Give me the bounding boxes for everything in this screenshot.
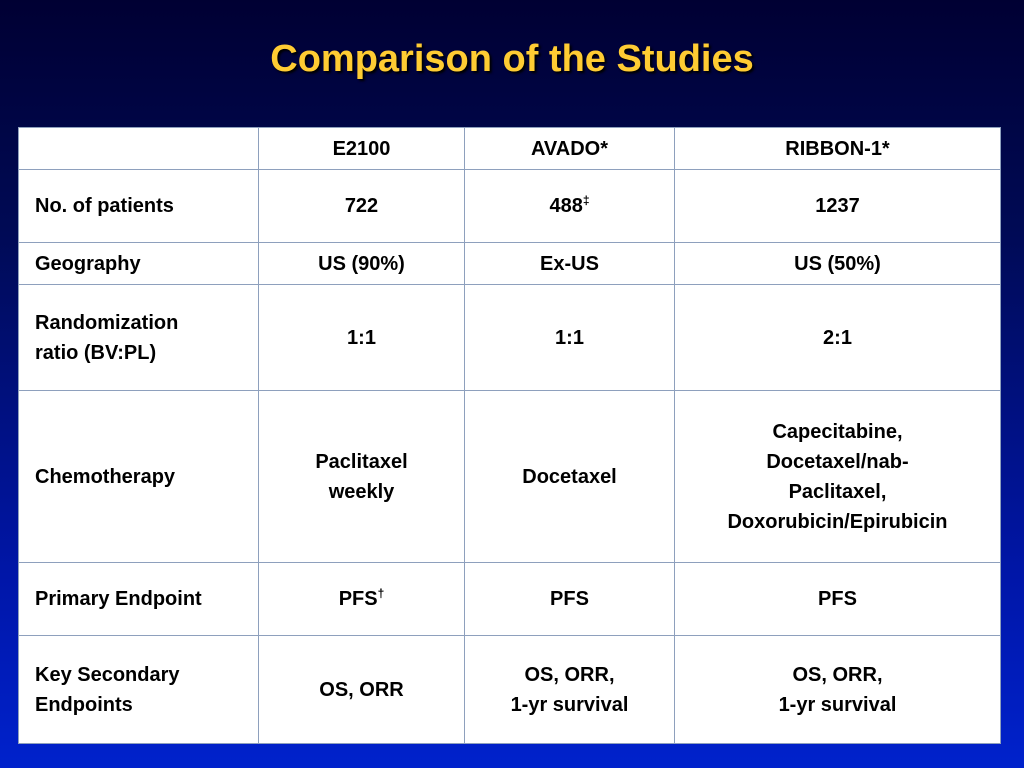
- table-cell: 2:1: [674, 284, 1001, 391]
- table-cell: PFS: [674, 562, 1001, 636]
- header-row: E2100 AVADO* RIBBON-1*: [18, 127, 1001, 170]
- table-row-randomization: Randomization ratio (BV:PL) 1:1 1:1 2:1: [18, 284, 1001, 391]
- row-label-geography: Geography: [18, 242, 259, 285]
- comparison-table: E2100 AVADO* RIBBON-1* No. of patients 7…: [18, 127, 1001, 744]
- table-cell: OS, ORR, 1-yr survival: [464, 635, 675, 744]
- row-label-secondary-endpoints: Key Secondary Endpoints: [18, 635, 259, 744]
- table-row-primary-endpoint: Primary Endpoint PFS† PFS PFS: [18, 562, 1001, 636]
- table-cell: 1:1: [464, 284, 675, 391]
- table-row-chemotherapy: Chemotherapy Paclitaxel weekly Docetaxel…: [18, 390, 1001, 563]
- table-cell: 1237: [674, 169, 1001, 243]
- table-row-patients: No. of patients 722 488‡ 1237: [18, 169, 1001, 243]
- header-cell-ribbon-1: RIBBON-1*: [674, 127, 1001, 170]
- row-label-chemotherapy: Chemotherapy: [18, 390, 259, 563]
- row-label-primary-endpoint: Primary Endpoint: [18, 562, 259, 636]
- slide-title: Comparison of the Studies: [270, 38, 754, 80]
- header-cell-empty: [18, 127, 259, 170]
- table-cell: Docetaxel: [464, 390, 675, 563]
- table-cell: PFS†: [258, 562, 465, 636]
- table-cell: US (50%): [674, 242, 1001, 285]
- row-label-randomization: Randomization ratio (BV:PL): [18, 284, 259, 391]
- table-cell: Paclitaxel weekly: [258, 390, 465, 563]
- comparison-table-container: E2100 AVADO* RIBBON-1* No. of patients 7…: [18, 127, 1001, 744]
- header-cell-e2100: E2100: [258, 127, 465, 170]
- table-cell: 488‡: [464, 169, 675, 243]
- table-row-geography: Geography US (90%) Ex-US US (50%): [18, 242, 1001, 285]
- table-cell: 1:1: [258, 284, 465, 391]
- table-cell: 722: [258, 169, 465, 243]
- table-cell: PFS: [464, 562, 675, 636]
- table-cell: Ex-US: [464, 242, 675, 285]
- table-cell: OS, ORR, 1-yr survival: [674, 635, 1001, 744]
- footnote-mark: ‡: [582, 193, 590, 208]
- table-cell: US (90%): [258, 242, 465, 285]
- row-label-patients: No. of patients: [18, 169, 259, 243]
- table-row-secondary-endpoints: Key Secondary Endpoints OS, ORR OS, ORR,…: [18, 635, 1001, 744]
- footnote-mark: †: [377, 586, 385, 601]
- table-cell: Capecitabine, Docetaxel/nab- Paclitaxel,…: [674, 390, 1001, 563]
- header-cell-avado: AVADO*: [464, 127, 675, 170]
- table-cell: OS, ORR: [258, 635, 465, 744]
